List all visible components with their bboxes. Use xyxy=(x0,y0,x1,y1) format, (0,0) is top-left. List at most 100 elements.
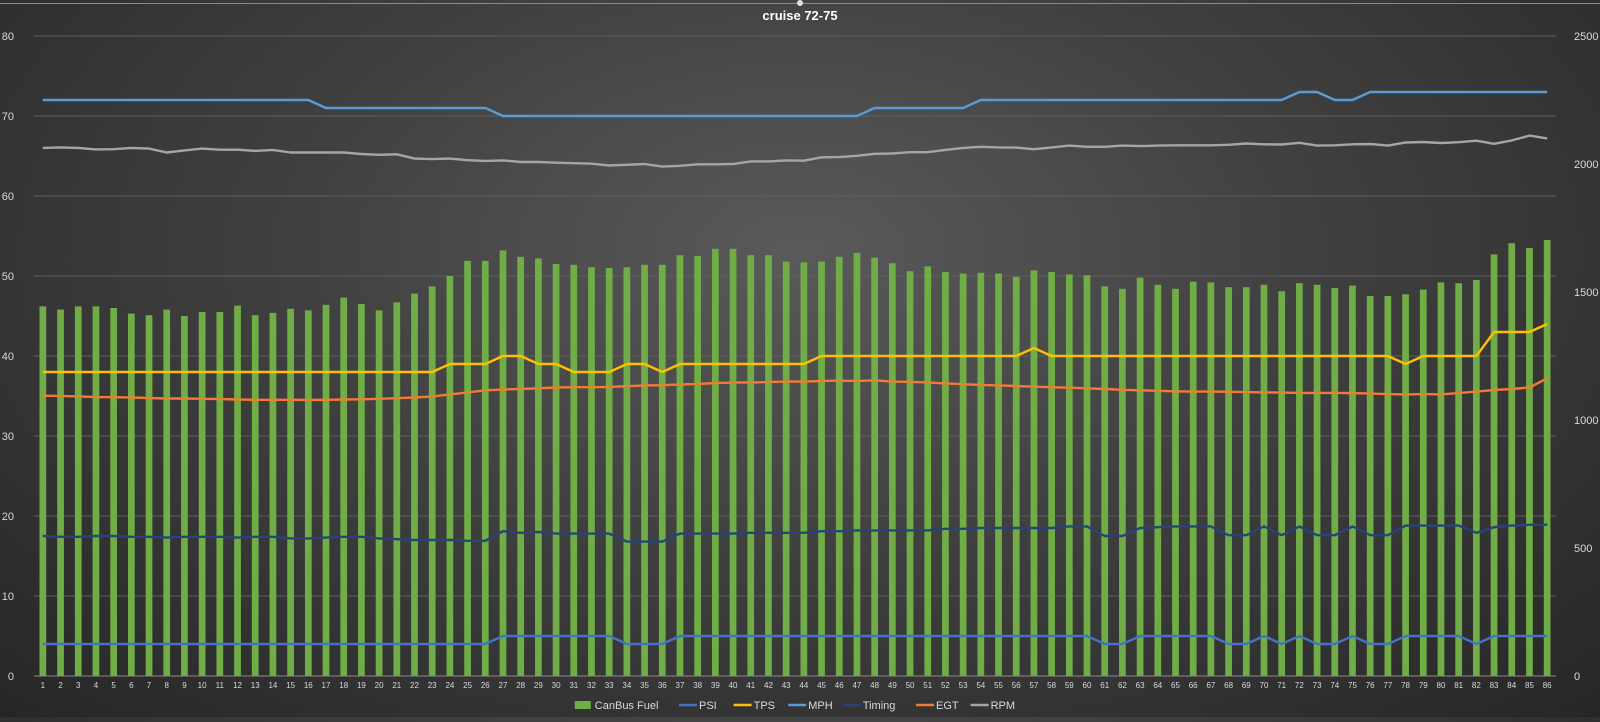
x-tick-label: 6 xyxy=(129,681,134,690)
bar-canbus-fuel xyxy=(977,272,985,676)
x-tick-label: 18 xyxy=(339,681,348,690)
x-tick-label: 42 xyxy=(764,681,773,690)
x-tick-label: 41 xyxy=(746,681,755,690)
line-series-group xyxy=(42,90,1548,646)
bar-canbus-fuel xyxy=(375,310,383,676)
x-tick-label: 70 xyxy=(1260,681,1269,690)
bar-canbus-fuel xyxy=(959,273,967,676)
bar-canbus-fuel xyxy=(765,255,772,676)
bar-canbus-fuel xyxy=(74,306,82,676)
legend-label-egt: EGT xyxy=(936,700,959,712)
y-left-tick-label: 40 xyxy=(2,351,14,363)
bar-canbus-fuel xyxy=(942,272,949,676)
bar-canbus-fuel xyxy=(605,268,613,676)
y-left-tick-label: 0 xyxy=(8,671,14,683)
x-tick-label: 48 xyxy=(870,681,879,690)
legend: CanBus Fuel PSI TPS MPH Timing EGT RPM xyxy=(574,700,1015,712)
x-tick-label: 7 xyxy=(147,681,152,690)
x-tick-label: 4 xyxy=(94,681,99,690)
x-tick-label: 36 xyxy=(658,681,667,690)
bar-canbus-fuel xyxy=(1136,277,1144,676)
bar-canbus-fuel xyxy=(304,310,312,676)
x-tick-label: 81 xyxy=(1454,681,1463,690)
x-tick-label: 25 xyxy=(463,681,472,690)
bar-canbus-fuel xyxy=(198,312,206,676)
line-rpm xyxy=(42,134,1548,168)
bar-canbus-fuel xyxy=(269,312,277,676)
x-tick-label: 78 xyxy=(1401,681,1410,690)
x-tick-label: 11 xyxy=(216,681,225,690)
x-tick-label: 52 xyxy=(941,681,950,690)
x-tick-label: 77 xyxy=(1383,681,1392,690)
bar-canbus-fuel xyxy=(287,308,294,676)
y-right-tick-label: 1500 xyxy=(1574,287,1598,299)
legend-label-timing: Timing xyxy=(863,700,896,712)
y-right-tick-label: 500 xyxy=(1574,543,1592,555)
bar-canbus-fuel xyxy=(1419,289,1427,676)
bar-canbus-fuel xyxy=(906,271,914,676)
x-tick-label: 5 xyxy=(111,681,116,690)
bar-canbus-fuel xyxy=(1048,272,1055,676)
bar-canbus-fuel xyxy=(1242,287,1250,676)
bar-canbus-fuel xyxy=(623,267,631,676)
bar-canbus-fuel xyxy=(110,308,118,676)
bar-canbus-fuel xyxy=(1030,270,1038,676)
bar-canbus-fuel xyxy=(163,309,171,676)
legend-label-psi: PSI xyxy=(699,700,717,712)
x-tick-label: 24 xyxy=(445,681,454,690)
x-tick-label: 67 xyxy=(1206,681,1215,690)
x-tick-label: 69 xyxy=(1242,681,1251,690)
bar-canbus-fuel xyxy=(1526,248,1533,676)
x-tick-label: 83 xyxy=(1490,681,1499,690)
line-mph xyxy=(42,90,1548,118)
x-tick-label: 38 xyxy=(693,681,702,690)
bar-canbus-fuel xyxy=(1189,281,1197,676)
x-tick-label: 34 xyxy=(622,681,631,690)
bar-canbus-fuel xyxy=(1455,283,1463,676)
bar-canbus-fuel xyxy=(216,312,224,676)
bar-canbus-fuel xyxy=(517,256,525,676)
bar-canbus-fuel xyxy=(782,261,790,676)
x-tick-label: 22 xyxy=(410,681,419,690)
resize-handle[interactable] xyxy=(797,0,803,6)
x-tick-label: 32 xyxy=(587,681,596,690)
chart-title: cruise 72-75 xyxy=(762,8,837,23)
x-tick-label: 61 xyxy=(1100,681,1109,690)
x-tick-label: 74 xyxy=(1330,681,1339,690)
y-axis-left: 0 10 20 30 40 50 60 70 80 xyxy=(2,31,14,683)
bar-canbus-fuel xyxy=(1349,285,1356,676)
bar-canbus-fuel xyxy=(1083,275,1091,676)
x-tick-label: 10 xyxy=(198,681,207,690)
bar-canbus-fuel xyxy=(535,258,542,676)
x-tick-label: 37 xyxy=(676,681,685,690)
x-tick-label: 15 xyxy=(286,681,295,690)
bar-canbus-fuel xyxy=(1278,291,1286,676)
x-tick-label: 59 xyxy=(1065,681,1074,690)
bar-canbus-fuel xyxy=(1119,288,1126,676)
bar-canbus-fuel xyxy=(835,256,843,676)
bar-canbus-fuel xyxy=(1508,243,1516,676)
bar-canbus-fuel xyxy=(92,306,100,676)
x-tick-label: 54 xyxy=(976,681,985,690)
y-axis-right: 0 500 1000 1500 2000 2500 xyxy=(1574,31,1598,683)
bar-canbus-fuel xyxy=(1437,282,1445,676)
bar-canbus-fuel xyxy=(322,304,330,676)
bar-canbus-fuel xyxy=(1154,284,1162,676)
x-tick-label: 84 xyxy=(1507,681,1516,690)
bar-canbus-fuel xyxy=(428,286,436,676)
bar-canbus-fuel xyxy=(464,260,471,676)
y-right-tick-label: 0 xyxy=(1574,671,1580,683)
bar-canbus-fuel xyxy=(1101,286,1109,676)
bar-canbus-fuel xyxy=(1172,288,1179,676)
x-tick-label: 9 xyxy=(182,681,187,690)
y-left-tick-label: 10 xyxy=(2,591,14,603)
line-egt xyxy=(42,377,1548,402)
bar-canbus-fuel xyxy=(1384,296,1392,676)
y-left-tick-label: 50 xyxy=(2,271,14,283)
x-tick-label: 13 xyxy=(251,681,260,690)
x-tick-label: 60 xyxy=(1083,681,1092,690)
x-tick-label: 72 xyxy=(1295,681,1304,690)
bar-canbus-fuel xyxy=(729,248,737,677)
y-left-tick-label: 60 xyxy=(2,191,14,203)
x-tick-label: 39 xyxy=(711,681,720,690)
